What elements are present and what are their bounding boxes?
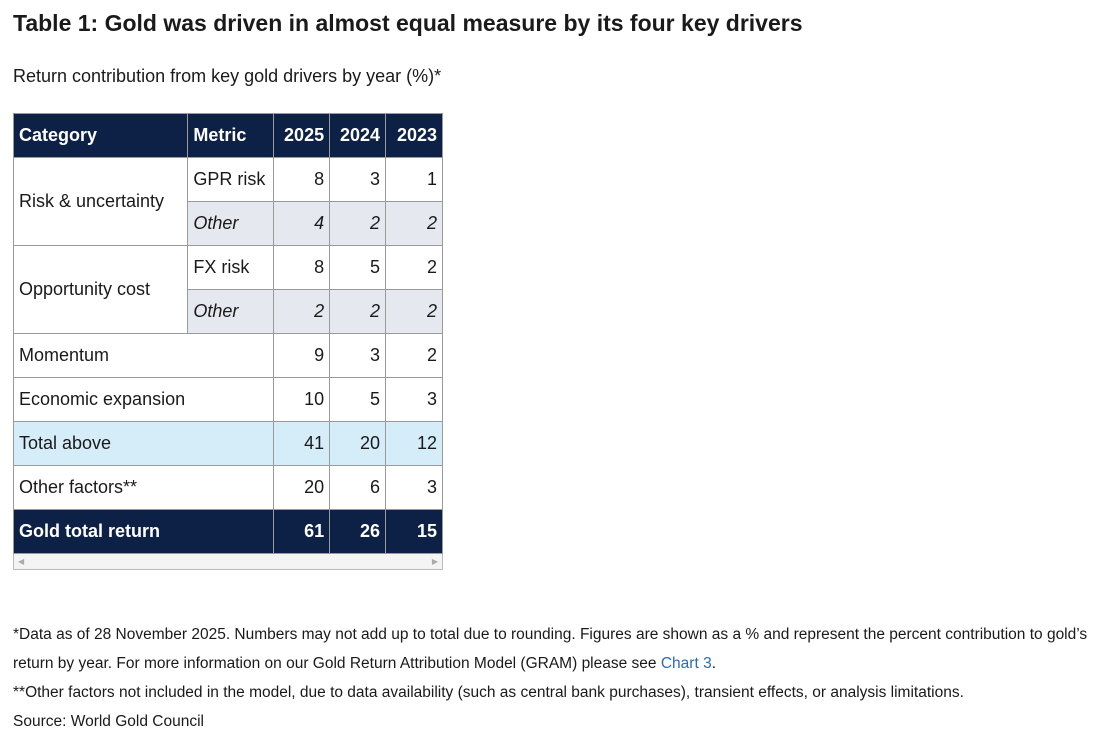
value-cell: 10: [273, 377, 331, 422]
row: Risk & uncertainty GPR risk 8 3 1: [12, 157, 443, 246]
category-cell: Momentum: [12, 333, 275, 378]
table-container: Category Metric 2025 2024 2023 Risk & uncert…: [12, 113, 443, 570]
value-cell: 8: [273, 157, 331, 202]
category-cell: Risk & uncertainty: [12, 157, 189, 246]
metric-cell: Other: [187, 289, 275, 334]
scroll-left[interactable]: ◀: [18, 557, 25, 566]
value-cell: 12: [385, 421, 443, 466]
row: Economic expansion 10 5 3: [12, 377, 443, 422]
value-cell: 2: [329, 289, 387, 334]
row: Opportunity cost FX risk 8 5 2: [12, 245, 443, 334]
title: Table 1: Gold was driven in almost equal…: [13, 10, 803, 36]
footnote: **Other factors not included in the mode…: [13, 684, 964, 701]
scrollbar[interactable]: ◀ ▶: [13, 554, 443, 570]
source: Source: World Gold Council: [13, 713, 204, 730]
footnote-text: .: [711, 655, 717, 672]
value-cell: 2: [385, 201, 443, 246]
value-cell: 3: [329, 333, 387, 378]
value-cell: 3: [329, 157, 387, 202]
value-cell: 9: [273, 333, 331, 378]
subtitle: Return contribution from key gold driver…: [13, 66, 442, 86]
column-header: 2024: [329, 113, 387, 158]
row: Total above 41 20 12: [12, 421, 443, 466]
scroll-right[interactable]: ▶: [431, 557, 438, 566]
value-cell: 2: [385, 245, 443, 290]
column-header: 2023: [385, 113, 443, 158]
value-cell: 61: [273, 509, 331, 554]
value-cell: 3: [385, 465, 443, 510]
header-row: Category Metric 2025 2024 2023: [12, 113, 443, 158]
value-cell: 15: [385, 509, 443, 554]
value-cell: 3: [385, 377, 443, 422]
metric-cell: GPR risk: [187, 157, 275, 202]
row: Momentum 9 3 2: [12, 333, 443, 378]
value-cell: 20: [273, 465, 331, 510]
value-cell: 6: [329, 465, 387, 510]
value-cell: 2: [329, 201, 387, 246]
metric-cell: FX risk: [187, 245, 275, 290]
link[interactable]: Chart 3: [660, 655, 712, 672]
row: Other factors** 20 6 3: [12, 465, 443, 510]
value-cell: 2: [385, 333, 443, 378]
value-cell: 20: [329, 421, 387, 466]
column-header: Metric: [187, 113, 275, 158]
column-header: Category: [12, 113, 189, 158]
value-cell: 2: [385, 289, 443, 334]
footnote: *Data as of 28 November 2025. Numbers ma…: [13, 620, 1113, 678]
table-body: Risk & uncertainty GPR risk 8 3 1 Other 4 2 2 Opp…: [12, 157, 443, 554]
column-header: 2025: [273, 113, 331, 158]
row: Other 4 2 2: [14, 201, 443, 246]
category-cell: Opportunity cost: [12, 245, 189, 334]
category-cell: Total above: [12, 421, 275, 466]
row: Gold total return 61 26 15: [12, 509, 443, 554]
value-cell: 5: [329, 245, 387, 290]
category-cell: Gold total return: [12, 509, 275, 554]
value-cell: 4: [273, 201, 331, 246]
footnote-text: *Data as of 28 November 2025. Numbers ma…: [13, 626, 1088, 672]
value-cell: 26: [329, 509, 387, 554]
value-cell: 41: [273, 421, 331, 466]
metric-cell: Other: [187, 201, 275, 246]
footnotes: *Data as of 28 November 2025. Numbers ma…: [13, 620, 1113, 736]
category-cell: Other factors**: [12, 465, 275, 510]
category-cell: Economic expansion: [12, 377, 275, 422]
value-cell: 5: [329, 377, 387, 422]
value-cell: 8: [273, 245, 331, 290]
value-cell: 2: [273, 289, 331, 334]
value-cell: 1: [385, 157, 443, 202]
table: Category Metric 2025 2024 2023 Risk & uncert…: [12, 113, 443, 554]
